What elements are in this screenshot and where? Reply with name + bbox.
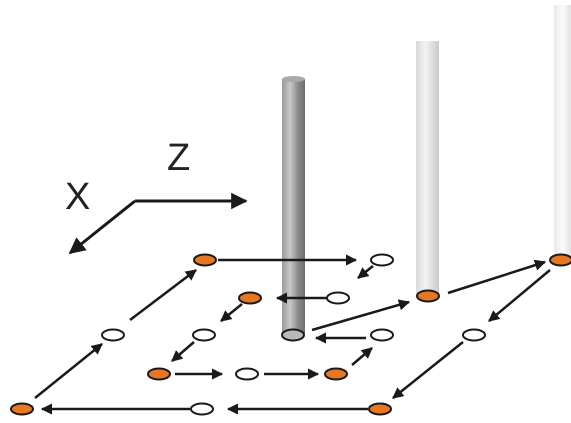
arrow (447, 259, 547, 295)
arrow (351, 347, 373, 366)
empty-node (235, 367, 259, 381)
empty-node (326, 291, 350, 305)
rod-near (282, 76, 305, 334)
filled-node (368, 402, 392, 416)
filled-node (549, 253, 571, 267)
x-axis-arrow (68, 199, 136, 255)
rod-base-node (281, 328, 305, 342)
arrow (311, 299, 411, 332)
empty-node (192, 328, 216, 342)
x-axis-label: X (65, 176, 90, 218)
filled-node (147, 367, 171, 381)
rod-far (554, 5, 571, 260)
filled-node (324, 367, 348, 381)
filled-node (193, 253, 217, 267)
empty-node (101, 328, 125, 342)
filled-node (416, 289, 440, 303)
empty-node (462, 328, 486, 342)
arrow (357, 265, 374, 279)
empty-node (370, 253, 394, 267)
empty-node (190, 402, 214, 416)
arrow (488, 269, 551, 322)
arrow (129, 269, 197, 321)
rod-middle (416, 41, 439, 296)
arrow (34, 343, 103, 399)
empty-node (370, 328, 394, 342)
filled-node (10, 402, 34, 416)
arrow (220, 303, 243, 322)
arrow (392, 341, 464, 399)
filled-node (238, 291, 262, 305)
arrow (171, 341, 195, 362)
z-axis-label: Z (167, 137, 190, 179)
